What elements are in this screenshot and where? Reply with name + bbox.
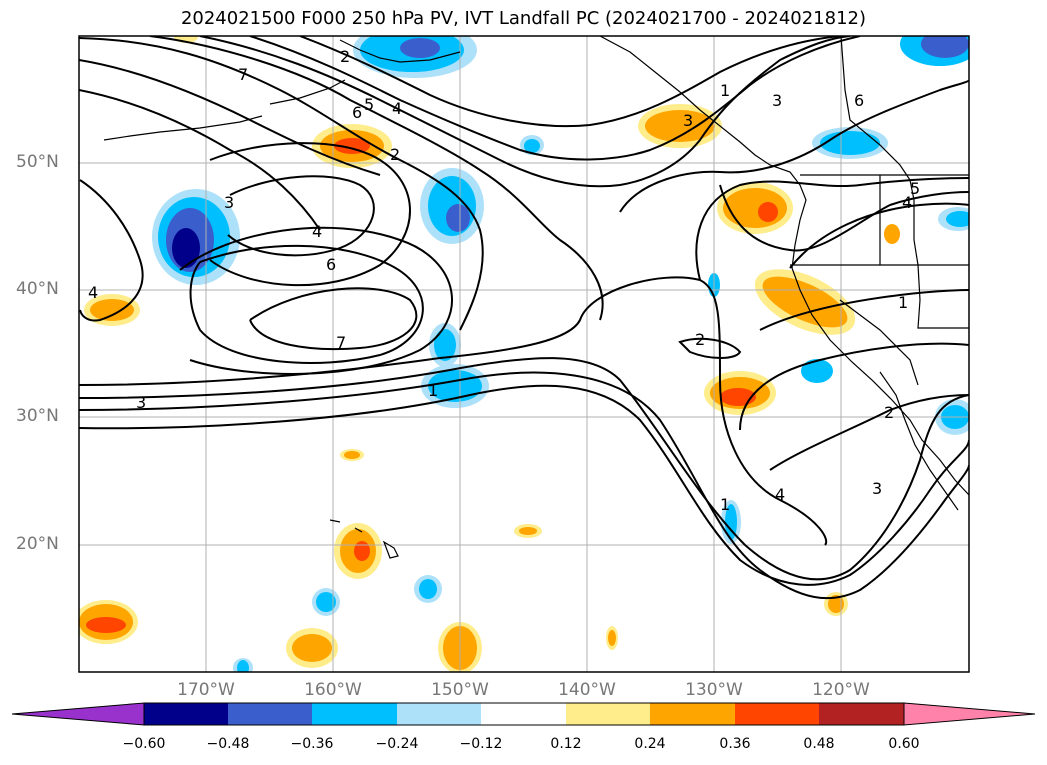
- contour-label: 2: [340, 47, 350, 66]
- contour-label: 3: [772, 91, 782, 110]
- anomaly-shading: [79, 36, 969, 672]
- lon-label-170w: 170°W: [177, 680, 235, 700]
- contour-label: 7: [336, 333, 346, 352]
- colorbar-segment: [650, 703, 735, 725]
- contour-label: 4: [902, 193, 912, 212]
- contour-label: 5: [364, 95, 374, 114]
- colorbar-segment: [397, 703, 481, 725]
- colorbar-tick: −0.48: [206, 736, 250, 752]
- contour-label: 7: [238, 65, 248, 84]
- contour-label: 1: [720, 495, 730, 514]
- coastlines: [103, 36, 969, 559]
- contour-label: 2: [695, 330, 705, 349]
- colorbar: [11, 702, 1036, 726]
- contour-label: 6: [854, 91, 864, 110]
- lat-label-40n: 40°N: [16, 279, 59, 299]
- colorbar-extend-left: [11, 702, 145, 726]
- colorbar-segment: [481, 703, 566, 725]
- colorbar-segment: [819, 703, 904, 725]
- colorbar-tick: 0.36: [719, 736, 751, 752]
- contour-label: 1: [898, 293, 908, 312]
- lat-label-50n: 50°N: [16, 152, 59, 172]
- contour-label: 1: [428, 381, 438, 400]
- contour-label: 2: [390, 145, 400, 164]
- colorbar-segment: [228, 703, 312, 725]
- contour-label: 4: [392, 99, 402, 118]
- colorbar-tick: −0.24: [375, 736, 419, 752]
- contour-label: 6: [326, 255, 336, 274]
- contour-label: 4: [312, 222, 322, 241]
- pv-contours: [79, 36, 969, 600]
- colorbar-tick: 0.12: [550, 736, 582, 752]
- colorbar-segment: [566, 703, 650, 725]
- contour-label: 2: [884, 403, 894, 422]
- map-frame: [78, 35, 970, 673]
- colorbar-tick: −0.12: [459, 736, 503, 752]
- colorbar-extend-right: [903, 702, 1036, 726]
- lon-label-130w: 130°W: [685, 680, 743, 700]
- colorbar-tick: −0.36: [290, 736, 334, 752]
- lon-label-140w: 140°W: [558, 680, 616, 700]
- contour-label: 3: [683, 111, 693, 130]
- contour-labels: 1 2 3 4 5 6 7 3 4 6 7 1 2 3 4 3 6 1 3 4 …: [88, 47, 920, 514]
- map-title: 2024021500 F000 250 hPa PV, IVT Landfall…: [180, 8, 867, 29]
- colorbar-segment: [735, 703, 819, 725]
- colorbar-segment: [144, 703, 228, 725]
- colorbar-tick: 0.24: [634, 736, 666, 752]
- gridlines: [79, 36, 969, 672]
- lon-label-150w: 150°W: [431, 680, 489, 700]
- lat-label-20n: 20°N: [16, 534, 59, 554]
- colorbar-segment: [312, 703, 397, 725]
- contour-label: 4: [88, 283, 98, 302]
- contour-label: 3: [136, 393, 146, 412]
- contour-label: 1: [720, 81, 730, 100]
- lon-label-120w: 120°W: [812, 680, 870, 700]
- lon-label-160w: 160°W: [304, 680, 362, 700]
- contour-label: 5: [910, 179, 920, 198]
- lat-label-30n: 30°N: [16, 406, 59, 426]
- contour-label: 4: [775, 485, 785, 504]
- colorbar-tick: 0.60: [888, 736, 920, 752]
- contour-label: 6: [352, 103, 362, 122]
- contour-label: 3: [224, 193, 234, 212]
- colorbar-tick: 0.48: [803, 736, 835, 752]
- colorbar-tick: −0.60: [122, 736, 166, 752]
- contour-label: 3: [872, 479, 882, 498]
